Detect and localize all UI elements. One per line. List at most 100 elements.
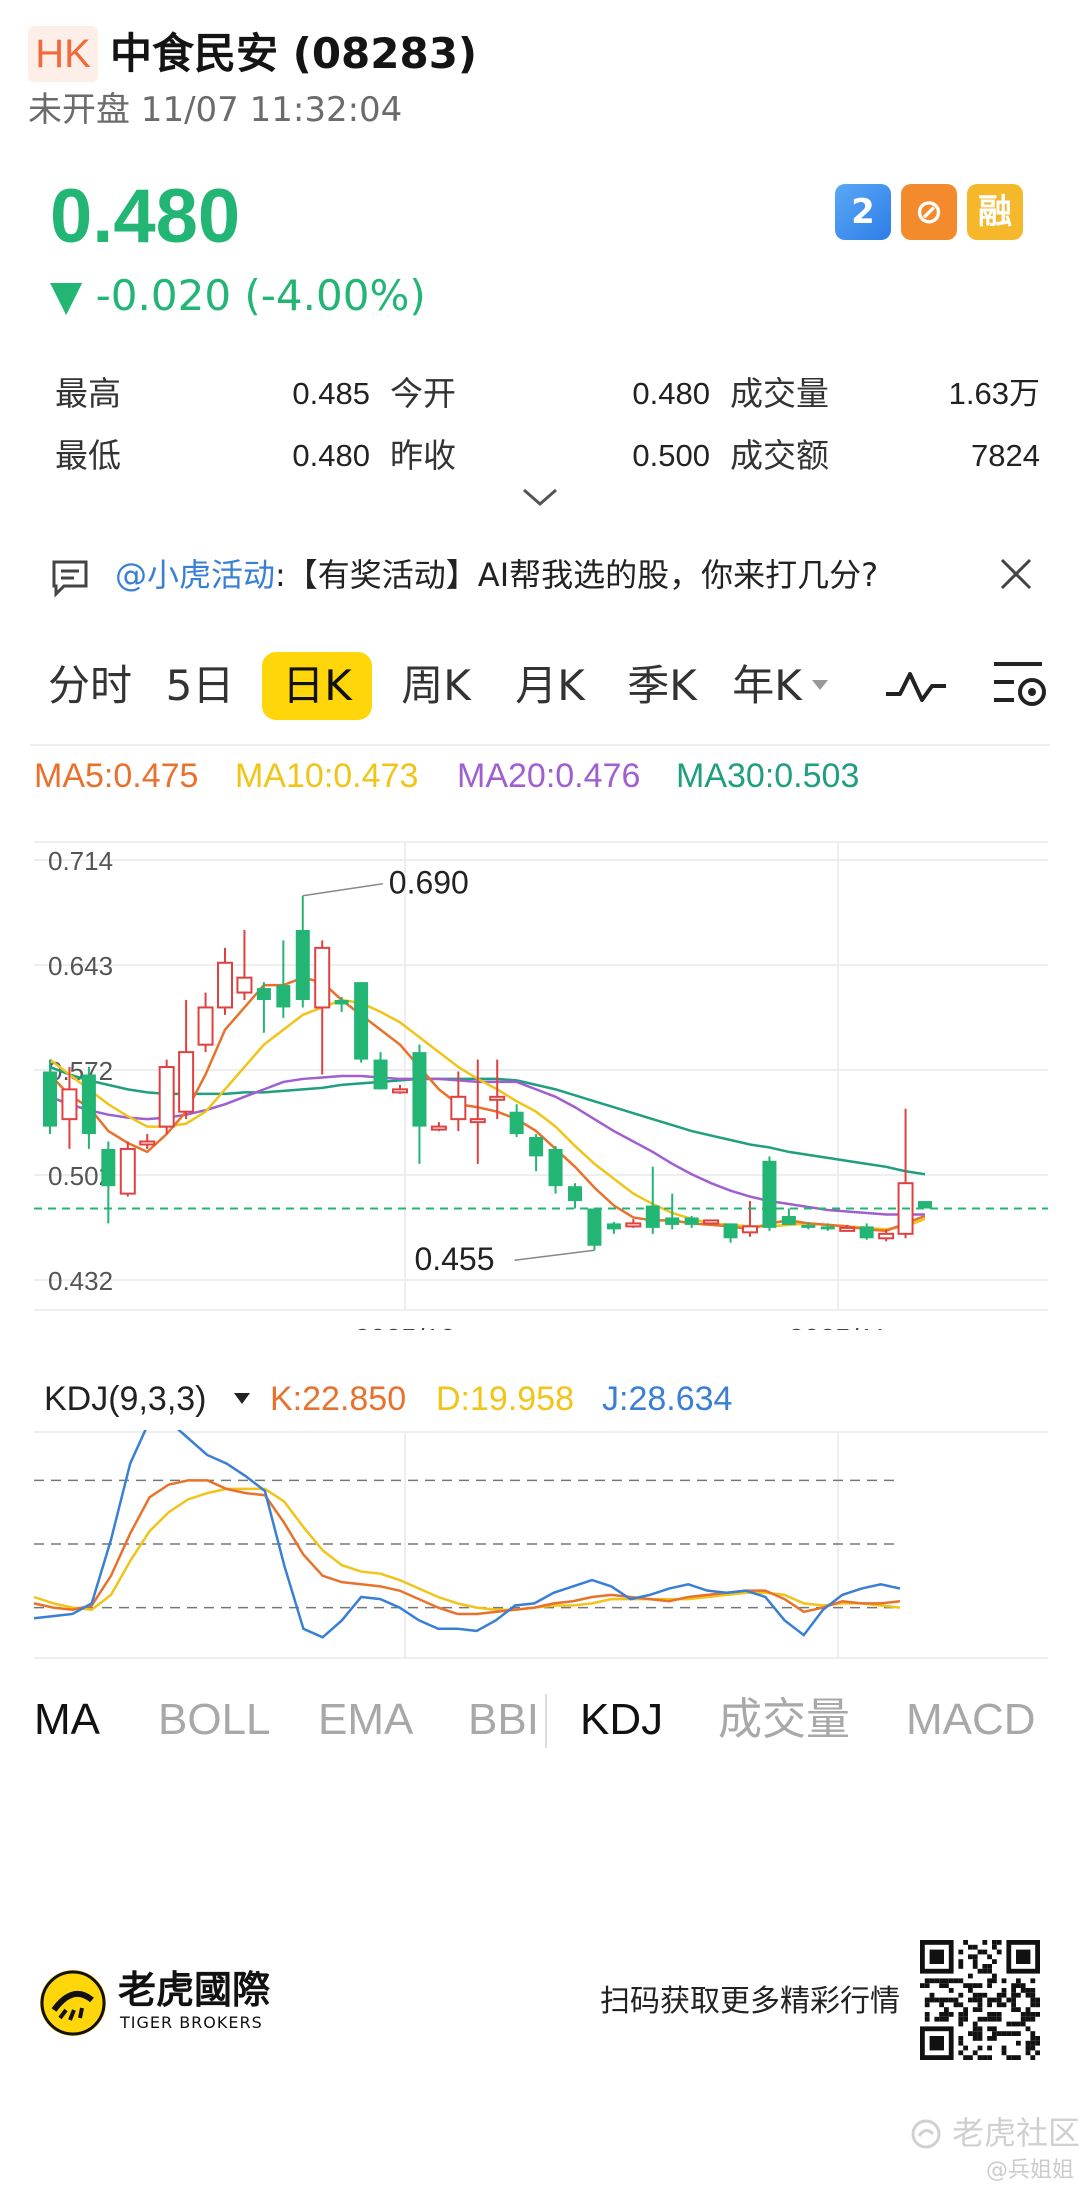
tab-quarterly-k[interactable]: 季K	[627, 661, 697, 710]
qr-module	[968, 2031, 973, 2036]
candle	[81, 1067, 96, 1149]
qr-code-icon[interactable]	[920, 1940, 1040, 2060]
candle	[781, 1208, 796, 1225]
qr-module	[977, 2007, 983, 2012]
qr-module	[996, 2031, 1002, 2036]
indicator-tab-volume[interactable]: 成交量	[718, 1695, 850, 1744]
candle-body	[684, 1217, 699, 1225]
tab-monthly-k[interactable]: 月K	[515, 661, 585, 710]
notice-text[interactable]: @小虎活动:【有奖活动】AI帮我选的股，你来打几分?	[115, 552, 878, 598]
indicator-line-icon[interactable]	[884, 664, 948, 708]
qr-module	[992, 1997, 997, 2003]
qr-module	[1025, 2040, 1031, 2046]
candle-body	[606, 1223, 621, 1230]
qr-module	[1025, 2050, 1031, 2056]
qr-module	[953, 2002, 959, 2008]
qr-module	[1001, 2050, 1007, 2056]
qr-module	[977, 2036, 983, 2041]
chart-settings-icon[interactable]	[992, 656, 1052, 712]
last-price: 0.480	[50, 174, 241, 259]
qr-module	[934, 2016, 940, 2022]
qr-module	[968, 2055, 973, 2060]
qr-module	[977, 2055, 983, 2060]
candle-body	[859, 1226, 874, 1239]
qr-module	[1011, 1988, 1016, 1993]
qr-module	[1030, 2055, 1036, 2060]
qr-module	[1020, 2012, 1026, 2017]
qr-module	[939, 1997, 944, 2003]
tab-intraday[interactable]: 分时	[47, 661, 132, 710]
qr-module	[1035, 2002, 1040, 2008]
notice-mention[interactable]: @小虎活动	[115, 556, 276, 594]
candle-body	[509, 1111, 524, 1135]
notice-message: :【有奖活动】AI帮我选的股，你来打几分?	[275, 556, 879, 594]
indicator-tab-kdj[interactable]: KDJ	[580, 1695, 664, 1744]
close-icon[interactable]	[998, 556, 1034, 592]
qr-module	[958, 1959, 964, 1964]
indicator-tab-ema[interactable]: EMA	[318, 1695, 414, 1744]
qr-module	[1030, 2012, 1036, 2017]
candle	[509, 1104, 524, 1138]
qr-module	[996, 2012, 1002, 2017]
qr-module	[1020, 1983, 1026, 1988]
qr-module	[992, 1959, 997, 1964]
candle	[801, 1221, 816, 1230]
qr-module	[1020, 1988, 1026, 1993]
qr-module	[1035, 2036, 1040, 2041]
tab-daily-k[interactable]: 日K	[262, 652, 372, 720]
qr-module	[987, 2036, 992, 2041]
kdj-chart[interactable]	[0, 1430, 1080, 1670]
indicator-tab-bbi[interactable]: BBI	[468, 1695, 539, 1744]
qr-module	[958, 1992, 964, 1998]
candle-body	[139, 1140, 156, 1146]
qr-module	[1025, 2016, 1031, 2022]
qr-module	[958, 2036, 964, 2041]
candle-body	[61, 1088, 78, 1121]
qr-module	[996, 1940, 1002, 1945]
qr-module	[1020, 2021, 1026, 2027]
kline-chart[interactable]: 0.7140.6430.5720.5020.4322025/102025/110…	[0, 810, 1080, 1330]
qr-module	[948, 1997, 954, 2003]
qr-module	[972, 2026, 978, 2032]
level2-badge-icon[interactable]: 2	[835, 184, 891, 240]
ma20-line	[49, 1074, 925, 1216]
ma10-legend: MA10:0.473	[235, 757, 419, 795]
qr-module	[924, 2012, 930, 2017]
candle	[918, 1201, 932, 1209]
qr-module	[972, 1964, 978, 1969]
qr-module	[972, 2036, 978, 2041]
indicator-tab-macd[interactable]: MACD	[906, 1695, 1036, 1744]
kdj-legend-name[interactable]: KDJ(9,3,3)	[44, 1380, 207, 1418]
brand-name-en: TIGER BROKERS	[120, 2013, 263, 2032]
tab-weekly-k[interactable]: 周K	[401, 661, 471, 710]
candle-body	[587, 1208, 602, 1246]
margin-badge-icon[interactable]: 融	[967, 184, 1023, 240]
kdj-dropdown-icon[interactable]	[233, 1392, 251, 1406]
candle	[101, 1141, 116, 1224]
qr-module	[958, 2002, 964, 2008]
qr-module	[972, 1959, 978, 1964]
qr-module	[1035, 2040, 1040, 2046]
qr-module	[1025, 2012, 1031, 2017]
indicator-tab-ma[interactable]: MA	[34, 1695, 100, 1744]
candle-body	[839, 1226, 856, 1232]
y-tick-label: 0.714	[48, 846, 113, 876]
qr-module	[1030, 2045, 1036, 2051]
dropdown-arrow-icon[interactable]	[810, 678, 830, 692]
high-annotation-leader	[302, 883, 383, 897]
expand-chevron-icon[interactable]	[520, 486, 560, 510]
qr-module	[963, 2055, 968, 2060]
qr-module	[1030, 1988, 1036, 1993]
tab-yearly-k[interactable]: 年K	[732, 661, 802, 710]
indicator-tab-boll[interactable]: BOLL	[158, 1695, 271, 1744]
qr-module	[977, 1997, 983, 2003]
tab-5day[interactable]: 5日	[165, 661, 235, 710]
qr-module	[972, 1992, 978, 1998]
qr-module	[972, 2021, 978, 2027]
qr-module	[929, 1997, 935, 2003]
restriction-badge-icon[interactable]: ⊘	[901, 184, 957, 240]
qr-module	[977, 2031, 983, 2036]
qr-module	[1025, 2007, 1031, 2012]
candle	[430, 1122, 447, 1132]
qr-module	[977, 2016, 983, 2022]
